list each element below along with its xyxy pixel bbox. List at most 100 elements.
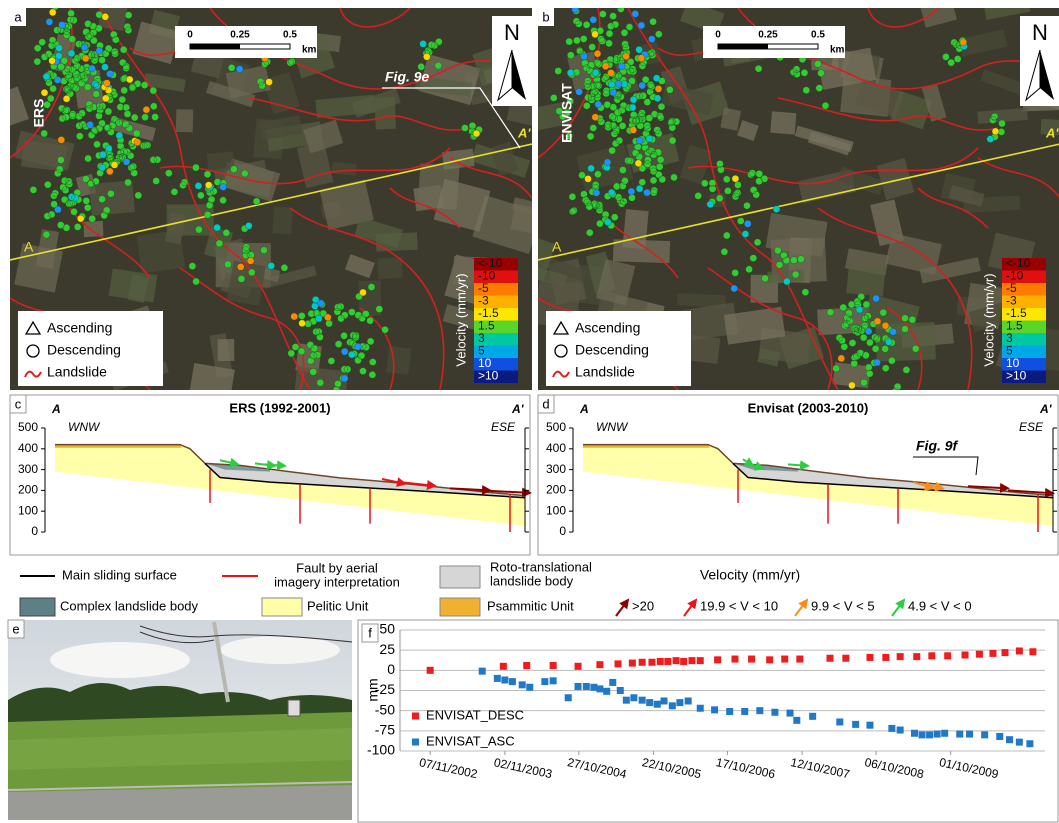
legend-roto <box>440 566 480 588</box>
legend-velocity-arrow <box>892 600 904 616</box>
data-point <box>541 678 548 685</box>
legend: Main sliding surfaceFault by aerialimage… <box>20 559 972 616</box>
y-tick-label: -75 <box>375 722 395 738</box>
data-point <box>956 731 963 738</box>
data-point <box>697 657 704 664</box>
data-point <box>590 684 597 691</box>
field-patch <box>83 221 103 237</box>
legend-label: Ascending <box>575 320 640 336</box>
legend-label: Psammitic Unit <box>487 598 574 613</box>
data-point <box>648 659 655 666</box>
data-point <box>685 697 692 704</box>
scale-label: 0.5 <box>811 30 825 41</box>
y-tick-label: 200 <box>18 483 38 497</box>
data-point <box>726 708 733 715</box>
photo <box>8 620 352 820</box>
colorbar-title: Velocity (mm/yr) <box>981 273 996 366</box>
data-point <box>654 701 661 708</box>
data-point <box>630 694 637 701</box>
field-patch <box>623 209 649 249</box>
y-axis-label: mm <box>365 678 381 701</box>
data-point <box>836 718 843 725</box>
y-tick-label: 100 <box>18 503 38 517</box>
y-tick-label: 400 <box>18 441 38 455</box>
y-tick-label: 300 <box>18 462 38 476</box>
data-point <box>1002 649 1009 656</box>
field-patch <box>272 207 292 235</box>
scale-unit: km <box>830 45 845 56</box>
legend-label: 4.9 < V < 0 <box>908 598 972 613</box>
data-point <box>766 656 773 663</box>
data-point <box>919 731 926 738</box>
panel-label: a <box>14 9 22 24</box>
data-point <box>1016 647 1023 654</box>
scale-label: 0.25 <box>230 30 250 41</box>
section-start: A <box>579 402 589 416</box>
data-point <box>711 706 718 713</box>
data-point <box>550 662 557 669</box>
data-point <box>941 730 948 737</box>
legend-label: Pelitic Unit <box>307 598 369 613</box>
direction: ESE <box>491 420 516 434</box>
field-patch <box>846 265 885 297</box>
legend-label: ENVISAT_DESC <box>426 707 524 722</box>
y-tick-label: 25 <box>379 641 395 657</box>
data-point <box>934 731 941 738</box>
data-point <box>976 651 983 658</box>
direction: WNW <box>68 420 101 434</box>
legend-label: Descending <box>47 342 121 358</box>
section-start: A <box>51 402 61 416</box>
data-point <box>771 709 778 716</box>
data-point <box>519 681 526 688</box>
data-point <box>944 652 951 659</box>
field-patch <box>218 339 235 361</box>
panel-label: e <box>12 621 19 636</box>
data-point <box>897 727 904 734</box>
data-point <box>731 656 738 663</box>
data-point <box>688 657 695 664</box>
legend-velocity-arrow <box>795 600 807 616</box>
data-point <box>1006 736 1013 743</box>
panel-label: b <box>542 9 549 24</box>
legend-pelitic <box>262 598 302 616</box>
figure-reference: Fig. 9e <box>385 69 430 85</box>
data-point <box>926 731 933 738</box>
y-tick-label: 200 <box>546 483 566 497</box>
panel-label: c <box>15 396 22 411</box>
figure: aERS00.250.5kmNFig. 9eAA'AscendingDescen… <box>0 0 1059 823</box>
scale-label: 0.5 <box>283 30 297 41</box>
y-tick-label: 500 <box>546 420 566 434</box>
scale-bar <box>718 44 768 49</box>
data-point <box>756 707 763 714</box>
data-point <box>639 697 646 704</box>
y-tick-label: 100 <box>546 503 566 517</box>
legend-label: ENVISAT_ASC <box>426 733 515 748</box>
section-panel: 0100200300400500dEnvisat (2003-2010)AA'W… <box>538 395 1058 555</box>
y-tick-label: 300 <box>546 462 566 476</box>
data-point <box>882 654 889 661</box>
scale-label: 0 <box>187 30 193 41</box>
data-point <box>494 675 501 682</box>
colorbar-title: Velocity (mm/yr) <box>453 273 468 366</box>
data-point <box>639 659 646 666</box>
data-point <box>852 721 859 728</box>
y-tick-label: 400 <box>546 441 566 455</box>
legend-label: Landslide <box>575 364 635 380</box>
data-point <box>714 656 721 663</box>
section-end: A' <box>517 125 531 140</box>
scale-label: 0 <box>715 30 721 41</box>
legend-title: Velocity (mm/yr) <box>700 567 800 583</box>
field-patch <box>386 346 411 375</box>
legend-label: Landslide <box>47 364 107 380</box>
data-point <box>1026 740 1033 747</box>
data-point <box>748 656 755 663</box>
data-point <box>866 722 873 729</box>
section-panel: 0100200300400500cERS (1992-2001)AA'WNWES… <box>10 395 530 555</box>
data-point <box>673 657 680 664</box>
legend-label: landslide body <box>490 573 574 588</box>
data-point <box>623 697 630 704</box>
y-tick-label: 0 <box>387 661 395 677</box>
field-patch <box>332 162 357 176</box>
